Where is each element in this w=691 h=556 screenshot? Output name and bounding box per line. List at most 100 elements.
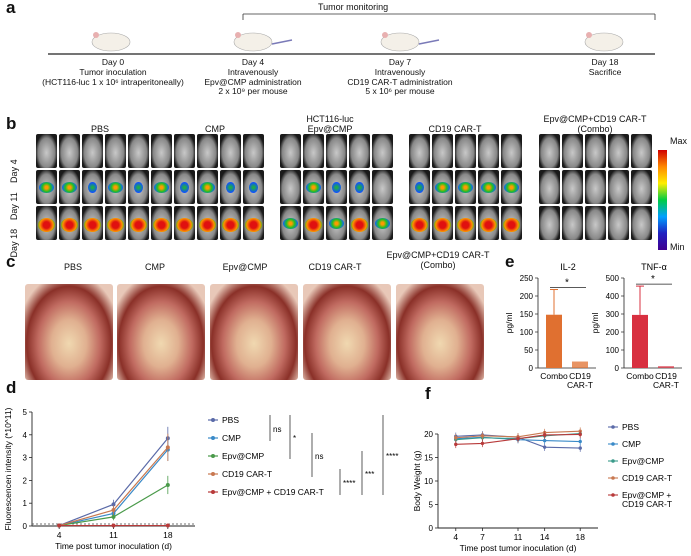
dissection-photo [303, 284, 391, 380]
dissection-photos: PBS CMP Epv@CMP CD19 CAR-T Epv@CMP+CD19 … [0, 250, 500, 385]
mouse-image [280, 170, 301, 204]
data-point [111, 523, 116, 528]
luminescence-signal [481, 182, 496, 193]
x-tick-label: Combo [540, 371, 568, 381]
x-tick-label: 11 [514, 532, 523, 542]
luminescence-signal [245, 218, 262, 232]
comparison-label: ns [273, 425, 281, 434]
legend-label: CD19 CAR-T [222, 469, 272, 479]
legend-label: Epv@CMP + [622, 490, 671, 500]
y-tick-label: 5 [23, 408, 28, 417]
mouse-image [372, 134, 393, 168]
legend-marker [211, 418, 215, 422]
luminescence-signal [305, 218, 322, 232]
x-tick-label: 4 [453, 532, 458, 542]
luminescence-signal [222, 218, 239, 232]
luminescence-signal [39, 182, 54, 193]
y-tick-label: 100 [520, 328, 534, 337]
y-axis-label: pg/ml [590, 313, 600, 334]
y-tick-label: 0 [23, 522, 28, 531]
luminescence-signal [88, 182, 97, 193]
mouse-image [105, 134, 126, 168]
data-point [111, 508, 116, 513]
mouse-image [539, 170, 560, 204]
data-point [111, 514, 116, 519]
luminescence-signal [329, 218, 344, 229]
photo-label-pbs: PBS [63, 262, 82, 272]
luminescence-signal [134, 182, 143, 193]
comparison-label: **** [343, 479, 355, 488]
y-tick-label: 15 [424, 454, 433, 463]
y-tick-label: 0 [529, 364, 534, 373]
legend-label: PBS [622, 422, 639, 432]
legend-label: CD19 CAR-T [622, 499, 672, 509]
photo-label-cmp: CMP [145, 262, 165, 272]
event-day0: Day 0 Tumor inoculation (HCT116-luc 1 x … [42, 57, 184, 87]
luminescence-signal [176, 218, 193, 232]
x-tick-label: CD19 [569, 371, 591, 381]
group-label-pbs: PBS [90, 124, 109, 134]
y-tick-label: 10 [424, 477, 433, 486]
data-point [480, 441, 485, 446]
luminescence-signal [415, 182, 424, 193]
x-tick-label: 18 [575, 532, 585, 542]
legend-label: Epv@CMP + CD19 CAR-T [222, 487, 324, 497]
dissection-photo [25, 284, 113, 380]
event-day18: Day 18 Sacrifice [588, 57, 622, 77]
y-tick-label: 400 [606, 292, 620, 301]
y-tick-label: 250 [520, 274, 534, 283]
imaging-panel: PBS CMP HCT116-luc Epv@CMP CD19 CAR-T Ep… [0, 114, 691, 257]
significance-mark: * [565, 278, 569, 289]
mouse-image [585, 170, 606, 204]
y-tick-label: 1 [23, 499, 28, 508]
luminescence-signal [503, 218, 520, 232]
legend-marker [211, 472, 215, 476]
mouse-image [197, 134, 218, 168]
data-point [454, 436, 458, 440]
chart-title: IL-2 [560, 262, 576, 272]
mouse-image [372, 170, 393, 204]
mouse-image [562, 170, 583, 204]
group-label-cart: CD19 CAR-T [428, 124, 482, 134]
dissection-photo [210, 284, 298, 380]
y-tick-label: 100 [606, 346, 620, 355]
data-point [454, 442, 458, 447]
photo-label-epv-cmp: Epv@CMP [222, 262, 268, 272]
mouse-image [608, 206, 629, 240]
luminescence-signal [108, 182, 123, 193]
mouse-image [631, 170, 652, 204]
luminescence-signal [62, 182, 77, 193]
panel-letter-f: f [425, 384, 431, 403]
scale-max-label: Max [670, 136, 688, 146]
mouse-image [151, 134, 172, 168]
event-day7: Day 7 Intravenously CD19 CAR-T administr… [347, 57, 453, 97]
chart-title: TNF-α [641, 262, 667, 272]
legend-marker [211, 436, 215, 440]
panel-letter-d: d [6, 378, 17, 397]
panel-letter-c: c [6, 252, 16, 271]
panel-letter-a: a [6, 0, 16, 17]
mouse-image [128, 134, 149, 168]
y-tick-label: 200 [606, 328, 620, 337]
bar [546, 314, 562, 368]
mouse-image [82, 134, 103, 168]
legend-label: PBS [222, 415, 239, 425]
mouse-image [432, 134, 453, 168]
mouse-image [631, 134, 652, 168]
x-axis-label: Time post tumor inoculation (d) [55, 541, 172, 551]
legend-marker [611, 442, 615, 446]
mouse-image [280, 134, 301, 168]
tumor-monitoring-label: Tumor monitoring [318, 2, 389, 12]
row-label-day4: Day 4 [8, 159, 19, 183]
luminescence-signal [411, 218, 428, 232]
data-point [578, 439, 582, 444]
luminescence-signal [61, 218, 78, 232]
y-tick-label: 4 [23, 431, 28, 440]
luminescence-signal [180, 182, 189, 193]
data-point [542, 445, 547, 449]
y-axis-label: pg/ml [504, 313, 514, 334]
luminescence-signal [435, 182, 450, 193]
mouse-image [243, 134, 264, 168]
photo-label-combo: Epv@CMP+CD19 CAR-T (Combo) [386, 250, 490, 271]
